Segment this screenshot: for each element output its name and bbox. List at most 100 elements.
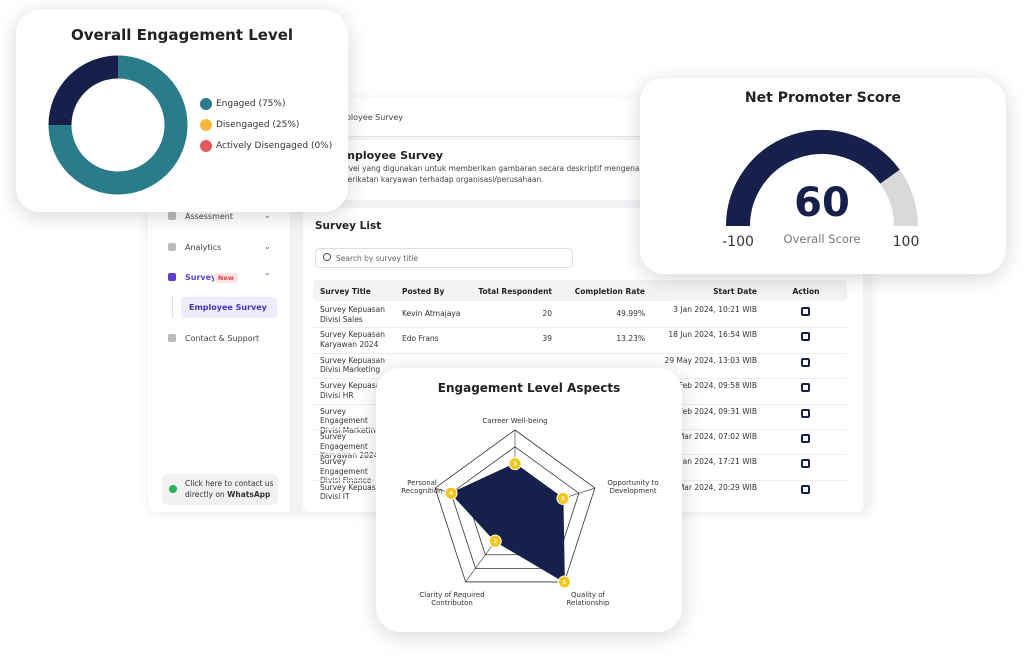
action-view[interactable] [801,307,810,316]
whatsapp-box[interactable] [162,474,278,505]
gauge-caption: Overall Score [784,232,861,246]
radar-card: Engagement Level Aspects 3 3 5 2 4 Carreer W… [376,368,682,632]
cell-start-date: 3 Jan 2024, 10:21 WIB [673,305,757,314]
cell-title: Survey Engagement Divisi Finance [320,457,372,486]
search-placeholder[interactable]: Search by survey title [336,254,419,263]
radar-area [450,463,565,583]
cell-start-date: 28 Mar 2024, 07:02 WIB [665,432,757,441]
column-header: Survey Title [320,287,371,296]
column-header: Completion Rate [574,287,645,296]
radar-point [508,457,522,471]
survey-list-title: Survey List [315,220,382,232]
cell-title: Survey Kepuasan Divisi Marketing [320,355,385,375]
submenu-item[interactable]: Employee Survey [189,303,267,312]
new-badge: New [214,273,238,283]
radar-axis-label: Clarity of Required Contributon [419,591,485,607]
radar-axis-label: Carreer Well-being [482,417,548,425]
legend-label: Engaged (75%) [216,99,286,109]
donut-segment [48,55,119,126]
radar-axis-label: Personal Recognition [401,479,443,495]
submenu-line [172,296,173,318]
chevron[interactable]: ⌄ [264,242,271,251]
radar-point-label: 3 [561,496,565,502]
support-icon [168,334,176,342]
gauge-value [726,130,900,227]
gauge-tick-label: 100 [893,234,920,250]
radar-point [557,575,571,589]
radar-axis-label: Opportunity to Development [607,479,659,495]
donut-card: Overall Engagement Level Engaged (75%) Di… [16,10,348,212]
cell-posted-by: Edo Frans [402,334,439,344]
radar-point [444,486,458,500]
cell-title: Survey Kepuasan Karyawan 2024 [320,330,385,349]
column-header: Total Respondent [478,287,552,296]
radar-axis-label: Quality of Relationship [566,591,610,607]
gauge-value-label: 60 [794,180,850,226]
action-view[interactable] [801,357,810,367]
nav-item[interactable]: Analytics [185,243,222,252]
action-view[interactable] [801,459,810,469]
radar-point-label: 3 [513,462,517,468]
donut-title: Overall Engagement Level [70,26,294,44]
cell-completion: 13.23% [616,334,645,344]
nav-item-active[interactable]: Survey [185,273,217,282]
legend-label: Disengaged (25%) [216,120,300,130]
cell-completion: 49.99% [616,309,645,318]
submenu-active-bg [181,297,277,318]
action-view[interactable] [801,484,810,494]
search-icon [323,253,331,261]
donut-segment [48,55,188,195]
legend-item: Actively Disengaged (0%) [200,140,332,152]
whatsapp-label: Click here to contact us directly on [185,479,274,499]
whatsapp-icon [169,485,177,493]
radar-point [488,534,502,548]
radar-title: Engagement Level Aspects [437,381,621,395]
action-view[interactable] [801,408,810,418]
action-view[interactable] [801,383,810,393]
column-header: Action [792,287,820,296]
cell-title: Survey Engagement Divisi Marketing [320,406,381,435]
legend-item: Engaged (75%) [200,98,285,110]
whatsapp-link[interactable]: WhatsApp [227,490,271,499]
legend-swatch [200,119,212,131]
assessment-icon [168,212,176,220]
donut-chart [48,55,188,195]
cell-start-date: 29 May 2024, 13:03 WIB [664,355,757,365]
cell-start-date: 9 Jan 2024, 17:21 WIB [673,457,757,467]
table-header [313,280,847,301]
gauge: 60 Overall Score -100 100 [722,130,920,250]
legend-swatch [200,140,212,152]
cell-title: Survey Kepuasan Divisi IT [320,482,385,502]
radar-grid-ring [434,429,596,583]
cell-start-date: 4 Feb 2024, 09:31 WIB [671,406,757,416]
chevron[interactable]: ⌄ [264,211,271,220]
radar-grid-ring [450,446,580,569]
cell-start-date: 17 Feb 2024, 09:58 WIB [666,381,757,391]
page-description: Survei yang digunakan untuk memberikan g… [336,164,642,184]
action-view[interactable] [801,434,810,443]
search-box[interactable] [315,248,573,268]
legend-label: Actively Disengaged (0%) [216,141,333,151]
column-header: Start Date [713,287,757,296]
cell-posted-by: Kevin Atmajaya [402,309,461,318]
action-view[interactable] [801,332,810,342]
survey-icon [168,273,176,281]
cell-title: Survey Kepuasan Divisi HR [320,381,385,400]
nps-title: Net Promoter Score [744,90,902,106]
legend-item: Disengaged (25%) [200,119,299,131]
legend-swatch [200,98,212,110]
radar-point-label: 4 [449,491,453,497]
nav-item[interactable]: Assessment [185,212,233,221]
nav-item[interactable]: Contact & Support [185,334,260,343]
whatsapp-text[interactable]: Click here to contact us directly on Wha… [185,478,275,500]
nps-card: Net Promoter Score 60 Overall Score -100 10… [640,78,1006,274]
chevron[interactable]: ⌃ [264,272,271,281]
radar-point-label: 5 [562,580,566,586]
row-divider [313,352,847,354]
radar-chart: 3 3 5 2 4 [434,429,596,589]
column-header: Posted By [402,287,445,296]
row-divider [313,327,847,329]
